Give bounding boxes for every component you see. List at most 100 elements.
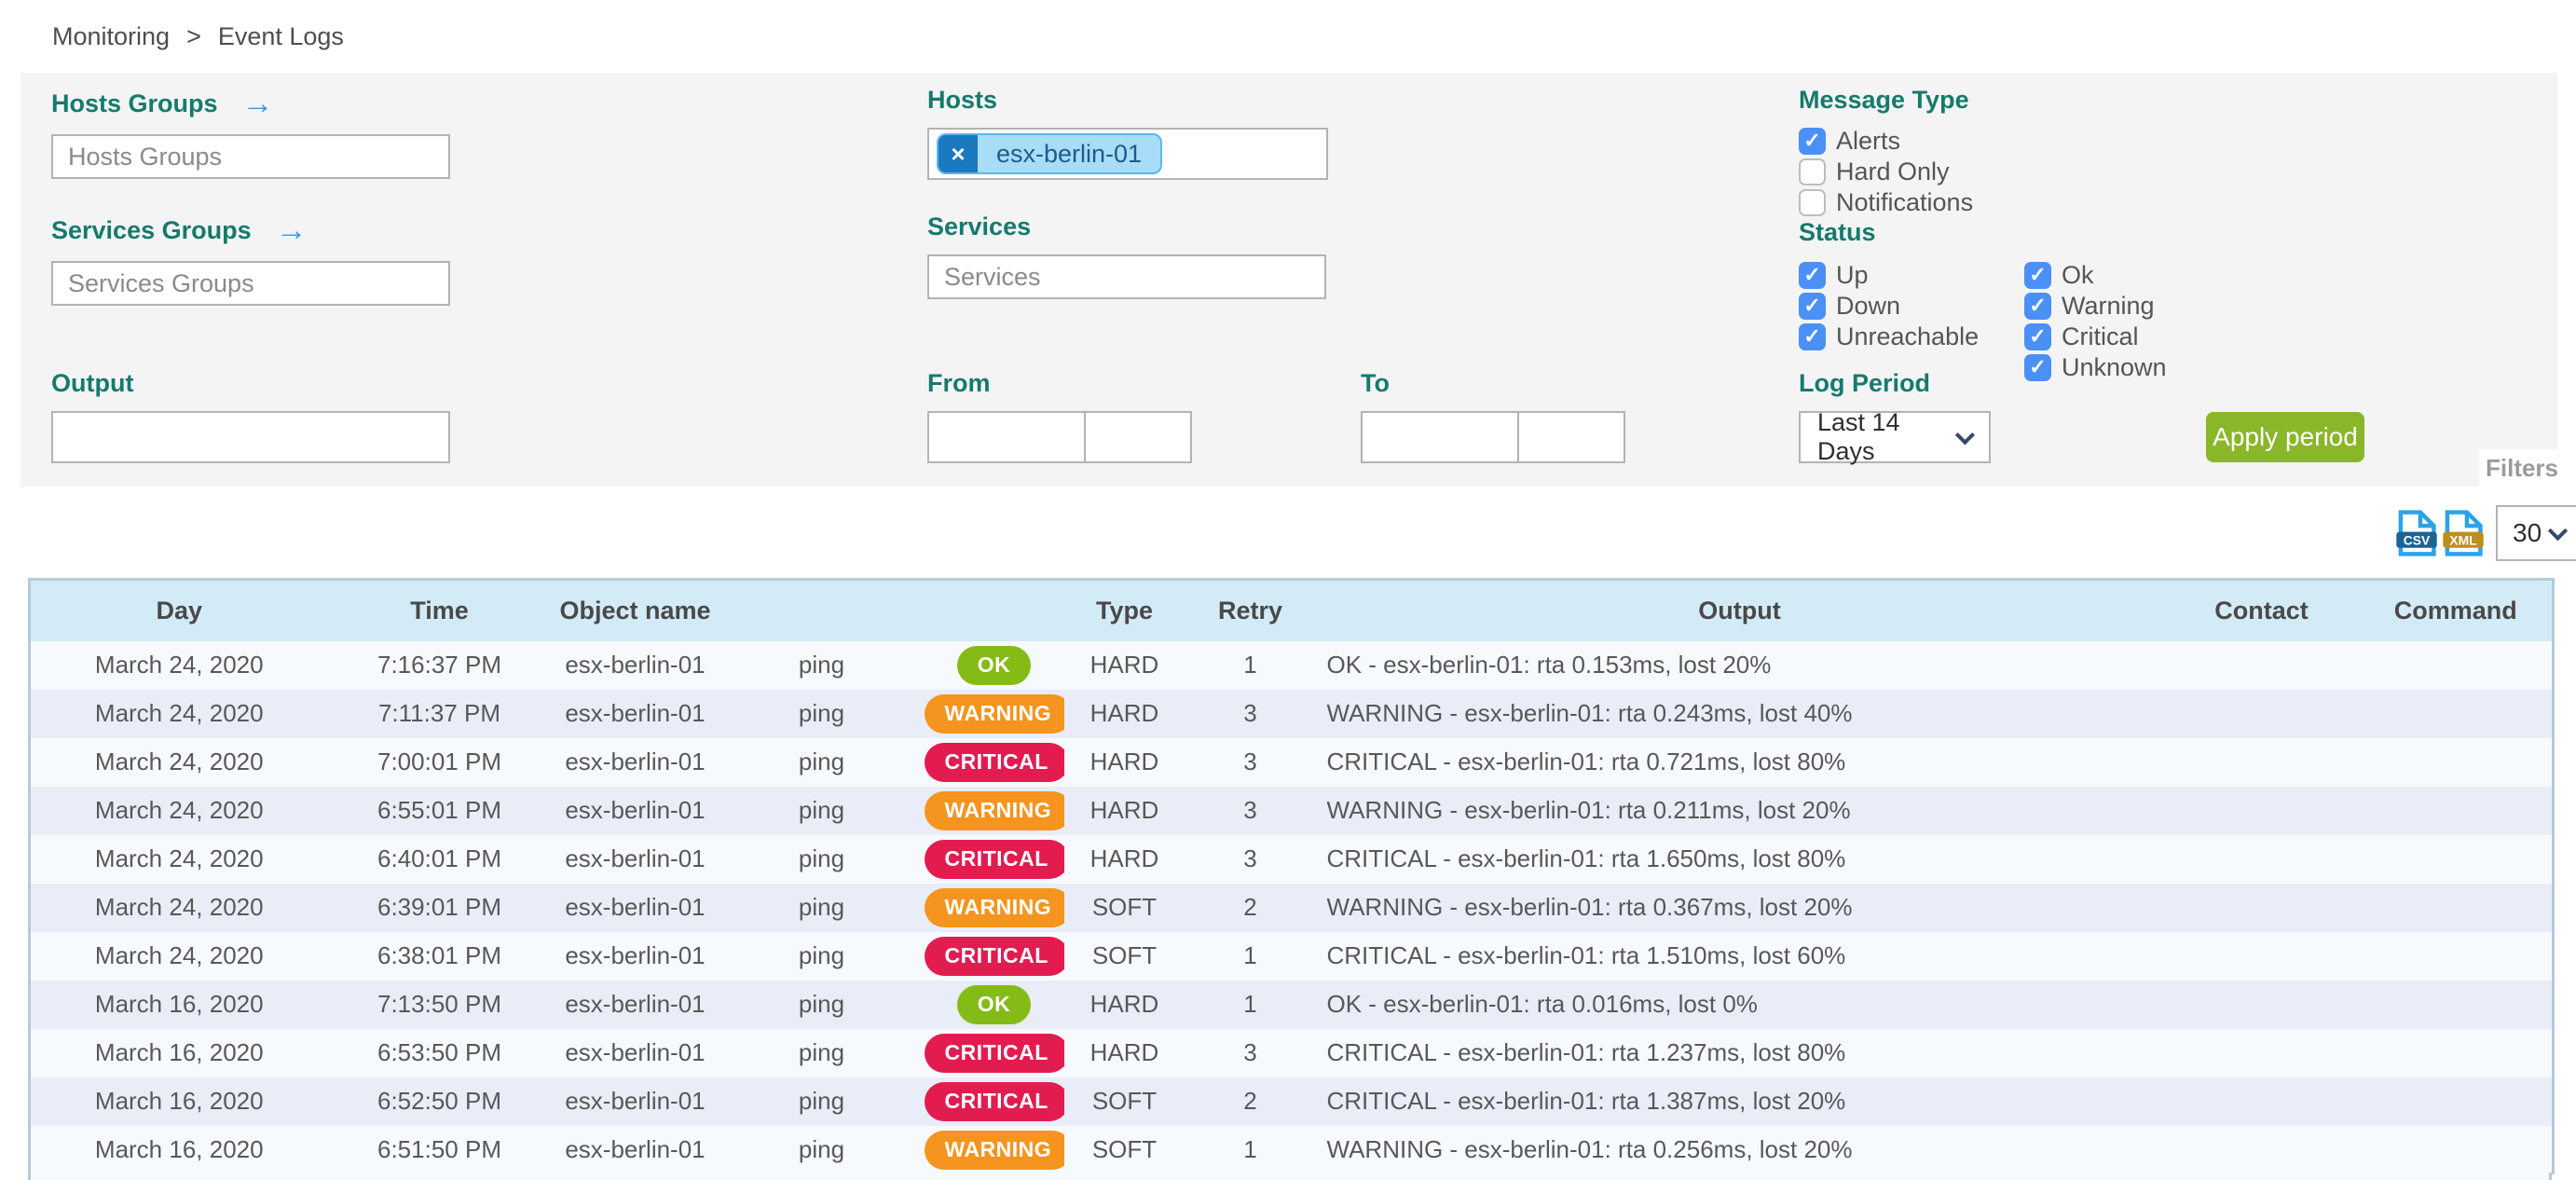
hosts-groups-label: Hosts Groups <box>51 89 218 117</box>
cell-object-name: esx-berlin-01 <box>565 796 706 824</box>
cell-contact <box>2164 738 2360 787</box>
checkbox-up[interactable]: Up <box>1799 260 2024 291</box>
cell-contact <box>2164 932 2360 981</box>
table-row: March 16, 2020 7:13:50 PM esx-berlin-01 … <box>29 980 2554 1029</box>
table-row: March 24, 2020 6:39:01 PM esx-berlin-01 … <box>29 883 2554 932</box>
services-groups-input[interactable] <box>51 261 450 306</box>
table-row: March 16, 2020 6:52:50 PM esx-berlin-01 … <box>29 1077 2554 1126</box>
checkbox-icon[interactable] <box>2024 323 2051 350</box>
remove-chip-icon[interactable]: × <box>939 135 978 172</box>
from-time-input[interactable] <box>1086 411 1192 463</box>
message-type-field: Message Type Alerts Hard Only Notificati… <box>1799 88 1973 218</box>
cell-status: OK <box>925 641 1064 690</box>
checkbox-icon[interactable] <box>1799 158 1826 185</box>
hosts-input[interactable]: × esx-berlin-01 <box>927 128 1328 180</box>
hosts-label: Hosts <box>927 86 998 114</box>
checkbox-icon[interactable] <box>1799 189 1826 216</box>
checkbox-icon[interactable] <box>1799 262 1826 289</box>
cell-type: HARD <box>1089 796 1159 824</box>
header-status <box>924 579 1064 641</box>
checkbox-icon[interactable] <box>1799 128 1826 155</box>
cell-day: March 24, 2020 <box>94 651 264 679</box>
page-size-select[interactable]: 30 <box>2496 505 2576 561</box>
checkbox-down[interactable]: Down <box>1799 291 2024 322</box>
cell-day: March 16, 2020 <box>94 1087 264 1115</box>
cell-status: WARNING <box>924 884 1064 932</box>
cell-contact <box>2164 884 2360 932</box>
cell-service: ping <box>798 990 845 1018</box>
checkbox-icon[interactable] <box>2024 262 2051 289</box>
cell-contact <box>2164 835 2360 884</box>
hosts-groups-field: Hosts Groups <box>51 88 450 179</box>
log-period-field: Log Period Last 14 Days <box>1799 371 1991 465</box>
to-time-input[interactable] <box>1519 411 1625 463</box>
checkbox-alerts[interactable]: Alerts <box>1799 126 1973 157</box>
cell-status: WARNING <box>924 1126 1064 1174</box>
log-period-select[interactable]: Last 14 Days <box>1799 408 1991 465</box>
status-column-hosts: Up Down Unreachable <box>1799 260 2024 383</box>
csv-export-icon[interactable]: CSV <box>2395 510 2438 556</box>
cell-object-name: esx-berlin-01 <box>565 941 706 969</box>
checkbox-warning[interactable]: Warning <box>2024 291 2167 322</box>
cell-service: ping <box>798 651 845 679</box>
cell-command <box>2360 932 2554 981</box>
services-groups-field: Services Groups <box>51 214 450 306</box>
cell-type: SOFT <box>1091 1135 1158 1163</box>
services-label: Services <box>927 213 1032 240</box>
checkbox-icon[interactable] <box>1799 323 1826 350</box>
from-field: From <box>927 371 1192 463</box>
status-badge: CRITICAL <box>924 742 1064 782</box>
filter-panel: Hosts Groups Hosts × esx-berlin-01 Messa… <box>21 73 2565 487</box>
to-date-input[interactable] <box>1361 411 1519 463</box>
checkbox-icon[interactable] <box>2024 354 2051 381</box>
event-table-body: March 24, 2020 7:16:37 PM esx-berlin-01 … <box>29 640 2554 1174</box>
checkbox-unknown[interactable]: Unknown <box>2024 352 2167 383</box>
cell-time: 6:38:01 PM <box>377 941 501 969</box>
cell-contact <box>2164 641 2360 690</box>
cell-time: 6:52:50 PM <box>377 1087 501 1115</box>
cell-time: 6:51:50 PM <box>377 1135 501 1163</box>
cell-output: WARNING - esx-berlin-01: rta 0.243ms, lo… <box>1326 699 1853 727</box>
breadcrumb-item-monitoring[interactable]: Monitoring <box>52 22 171 50</box>
cell-contact <box>2164 1077 2360 1126</box>
cell-object-name: esx-berlin-01 <box>565 990 706 1018</box>
arrow-right-icon[interactable] <box>242 88 274 119</box>
status-badge: WARNING <box>924 790 1064 830</box>
to-label: To <box>1361 369 1390 397</box>
cell-object-name: esx-berlin-01 <box>565 1038 706 1066</box>
cell-status: CRITICAL <box>924 738 1064 787</box>
cell-object-name: esx-berlin-01 <box>565 1135 706 1163</box>
cell-service: ping <box>798 796 845 824</box>
services-input[interactable] <box>927 254 1326 299</box>
breadcrumb-item-event-logs[interactable]: Event Logs <box>217 22 344 50</box>
cell-object-name: esx-berlin-01 <box>565 893 706 921</box>
status-column-services: Ok Warning Critical Unknown <box>2024 260 2167 383</box>
checkbox-notifications[interactable]: Notifications <box>1799 187 1973 218</box>
hosts-field: Hosts × esx-berlin-01 <box>927 88 1328 180</box>
checkbox-hard-only[interactable]: Hard Only <box>1799 157 1973 187</box>
checkbox-ok[interactable]: Ok <box>2024 260 2167 291</box>
apply-period-button[interactable]: Apply period <box>2206 412 2364 462</box>
checkbox-icon[interactable] <box>2024 293 2051 320</box>
status-label: Status <box>1799 218 1876 246</box>
cell-status: CRITICAL <box>924 1077 1064 1126</box>
cell-day: March 16, 2020 <box>94 990 264 1018</box>
cell-time: 6:39:01 PM <box>377 893 501 921</box>
cell-command <box>2360 1077 2554 1126</box>
xml-export-icon[interactable]: XML <box>2442 510 2485 556</box>
output-input[interactable] <box>51 411 450 463</box>
checkbox-unreachable[interactable]: Unreachable <box>1799 322 2024 352</box>
checkbox-icon[interactable] <box>1799 293 1826 320</box>
output-field: Output <box>51 371 450 463</box>
checkbox-critical[interactable]: Critical <box>2024 322 2167 352</box>
cell-day: March 16, 2020 <box>94 1038 264 1066</box>
filters-tab[interactable]: Filters <box>2479 449 2565 487</box>
cell-object-name: esx-berlin-01 <box>565 699 706 727</box>
header-object-name: Object name <box>551 579 719 641</box>
from-date-input[interactable] <box>927 411 1086 463</box>
message-type-label: Message Type <box>1799 86 1969 114</box>
hosts-groups-input[interactable] <box>51 134 450 179</box>
cell-object-name: esx-berlin-01 <box>565 1087 706 1115</box>
arrow-right-icon[interactable] <box>276 214 308 246</box>
services-field: Services <box>927 214 1326 299</box>
